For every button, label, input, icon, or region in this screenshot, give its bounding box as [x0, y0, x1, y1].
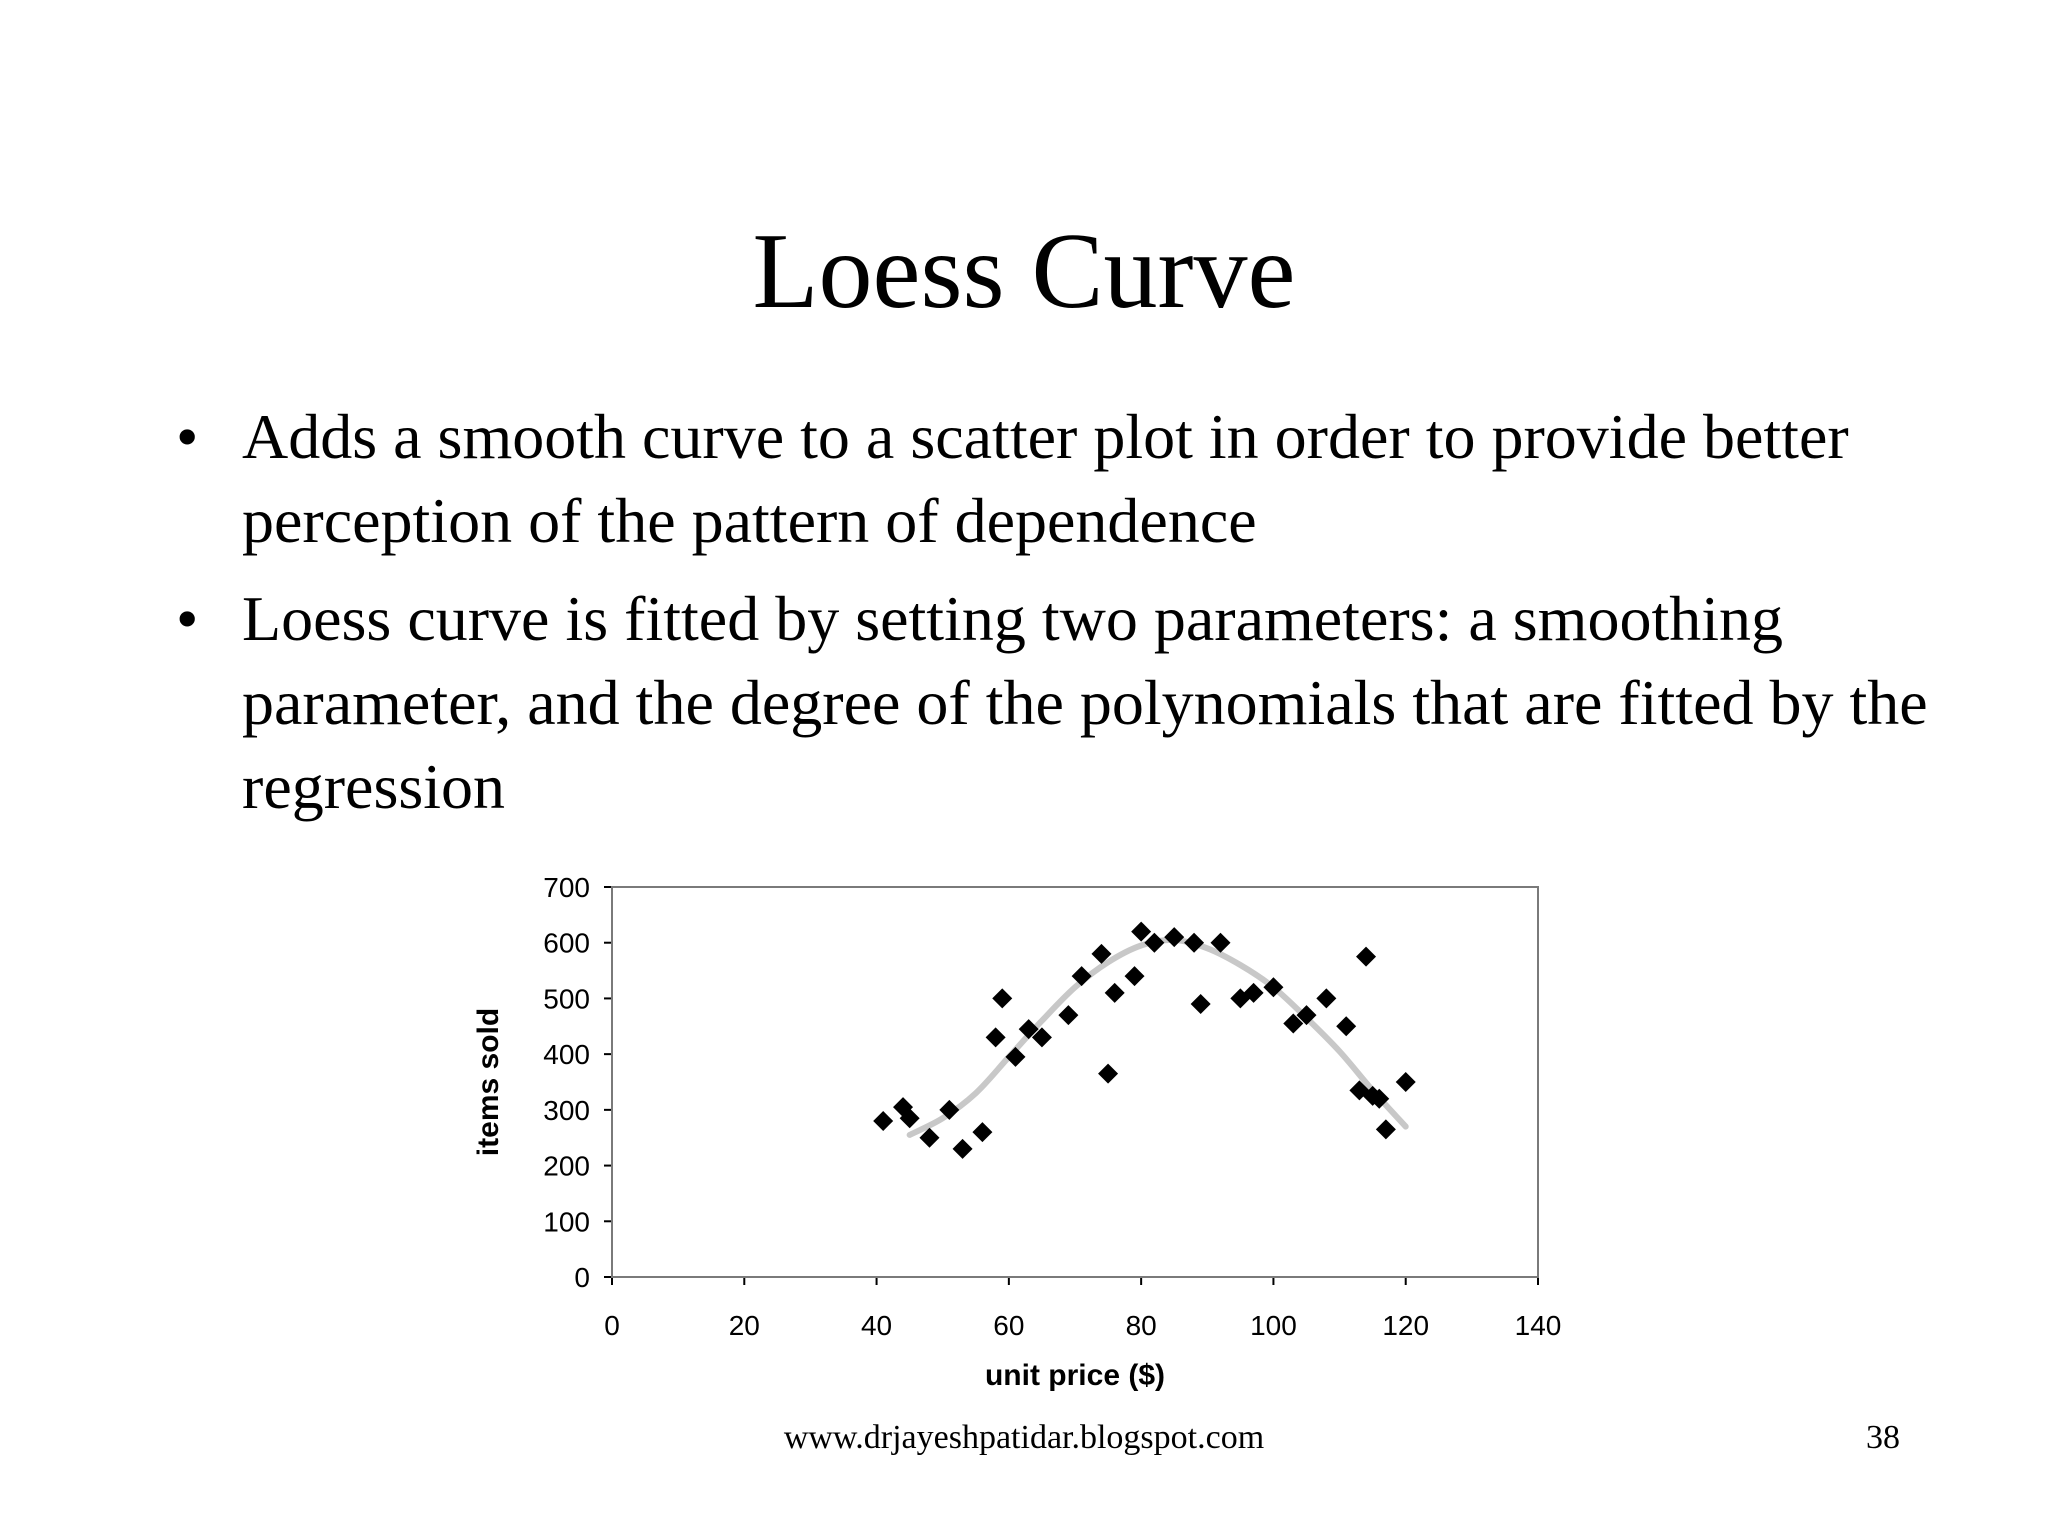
scatter-point: [992, 988, 1013, 1009]
scatter-point: [1395, 1072, 1416, 1092]
scatter-point: [1144, 932, 1165, 953]
x-tick-label: 0: [604, 1310, 620, 1341]
y-tick-label: 200: [543, 1151, 590, 1182]
loess-curve: [906, 936, 1409, 1138]
scatter-point: [1091, 943, 1112, 964]
x-tick-label: 80: [1126, 1310, 1157, 1341]
scatter-point: [1164, 927, 1185, 948]
scatter-point: [1124, 966, 1145, 987]
scatter-point: [1104, 982, 1125, 1003]
y-tick-label: 500: [543, 983, 590, 1014]
bullet-text-1: Adds a smooth curve to a scatter plot in…: [242, 401, 1849, 556]
scatter-point: [1005, 1046, 1026, 1067]
scatter-point: [1243, 982, 1264, 1003]
scatter-point: [1058, 1005, 1079, 1026]
footer-url: www.drjayeshpatidar.blogspot.com: [783, 1419, 1265, 1456]
x-axis-ticks: 0 20 40 60 80 100 120 140: [604, 1277, 1561, 1341]
scatter-point: [1336, 1016, 1357, 1037]
scatter-chart-svg: 0 100 200 300 400 500 600 700 0 20 40 60 80 100 120 14…: [472, 872, 1561, 1392]
scatter-point: [952, 1138, 973, 1159]
scatter-points: [873, 921, 1416, 1159]
scatter-point: [1131, 921, 1152, 942]
scatter-point: [1263, 977, 1284, 998]
plot-area-frame: [611, 886, 1539, 1278]
scatter-point: [1296, 1005, 1317, 1026]
bullet-list: • Adds a smooth curve to a scatter plot …: [168, 395, 1968, 843]
scatter-point: [1369, 1088, 1390, 1109]
scatter-point: [1210, 932, 1231, 953]
y-tick-label: 700: [543, 872, 590, 903]
page-number: 38: [1866, 1419, 1900, 1456]
scatter-point: [1018, 1019, 1039, 1040]
x-tick-label: 40: [861, 1310, 892, 1341]
scatter-point: [939, 1099, 960, 1120]
y-axis-ticks: 0 100 200 300 400 500 600 700: [543, 872, 612, 1293]
scatter-point: [1184, 932, 1205, 953]
y-tick-label: 0: [574, 1262, 590, 1293]
scatter-point: [1316, 988, 1337, 1009]
scatter-point: [873, 1111, 894, 1131]
scatter-point: [1349, 1080, 1370, 1101]
scatter-point: [1375, 1119, 1396, 1140]
scatter-point: [972, 1122, 993, 1143]
slide-title: Loess Curve: [752, 212, 1296, 331]
y-tick-label: 300: [543, 1095, 590, 1126]
scatter-point: [1190, 994, 1211, 1014]
x-tick-label: 20: [729, 1310, 760, 1341]
scatter-chart: 0 100 200 300 400 500 600 700 0 20 40 60 80 100 120 14…: [460, 860, 1600, 1420]
x-tick-label: 120: [1382, 1310, 1429, 1341]
scatter-point: [919, 1127, 940, 1148]
y-tick-label: 400: [543, 1039, 590, 1070]
bullet-icon: •: [176, 583, 199, 654]
scatter-point: [985, 1027, 1006, 1048]
bullet-item-2: • Loess curve is fitted by setting two p…: [168, 577, 1968, 829]
y-tick-label: 600: [543, 928, 590, 959]
scatter-point: [1230, 988, 1251, 1009]
bullet-item-1: • Adds a smooth curve to a scatter plot …: [168, 395, 1968, 563]
x-tick-label: 60: [993, 1310, 1024, 1341]
x-axis-label: unit price ($): [985, 1359, 1165, 1392]
y-tick-label: 100: [543, 1206, 590, 1237]
scatter-point: [1283, 1013, 1304, 1034]
x-tick-label: 100: [1250, 1310, 1297, 1341]
scatter-point: [1071, 966, 1092, 987]
scatter-point: [1098, 1063, 1119, 1084]
scatter-point: [1031, 1027, 1052, 1048]
bullet-text-2: Loess curve is fitted by setting two par…: [242, 583, 1928, 822]
bullet-icon: •: [176, 401, 199, 472]
y-axis-label: items sold: [472, 1008, 505, 1156]
scatter-point: [1356, 946, 1377, 967]
x-tick-label: 140: [1515, 1310, 1562, 1341]
